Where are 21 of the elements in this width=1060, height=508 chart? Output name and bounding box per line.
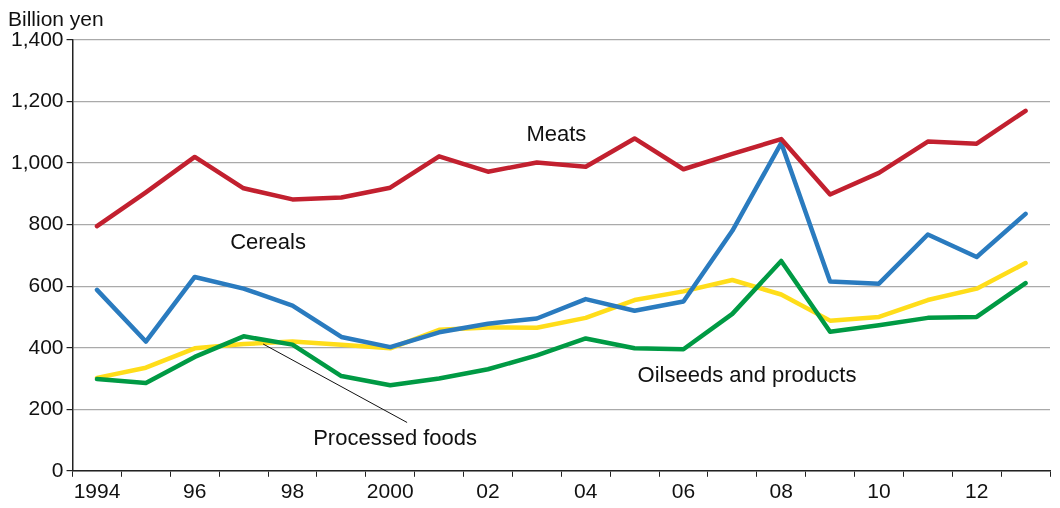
x-tick-label: 08 — [769, 479, 793, 503]
x-tick-label: 02 — [476, 479, 500, 503]
y-tick-label: 800 — [28, 211, 64, 235]
y-tick-label: 600 — [28, 272, 64, 296]
series-label: Meats — [526, 120, 587, 146]
x-tick-label: 96 — [183, 479, 207, 503]
y-tick-label: 0 — [51, 457, 64, 481]
x-tick-label: 2000 — [366, 479, 414, 503]
x-tick-label: 12 — [965, 479, 989, 503]
y-tick-label: 400 — [28, 334, 64, 358]
y-tick-label: 1,200 — [10, 88, 64, 112]
x-tick-label: 1994 — [73, 479, 121, 503]
y-tick-label: 1,000 — [10, 149, 64, 173]
x-tick-label: 10 — [867, 479, 891, 503]
text: Processed foods — [313, 424, 478, 450]
series-label: Cereals — [230, 228, 306, 254]
x-tick-label: 04 — [574, 479, 598, 503]
series-label: Oilseeds and products — [637, 362, 857, 388]
x-tick-label: 06 — [671, 479, 696, 503]
y-tick-label: 200 — [28, 396, 64, 420]
x-tick-label: 98 — [280, 479, 305, 503]
